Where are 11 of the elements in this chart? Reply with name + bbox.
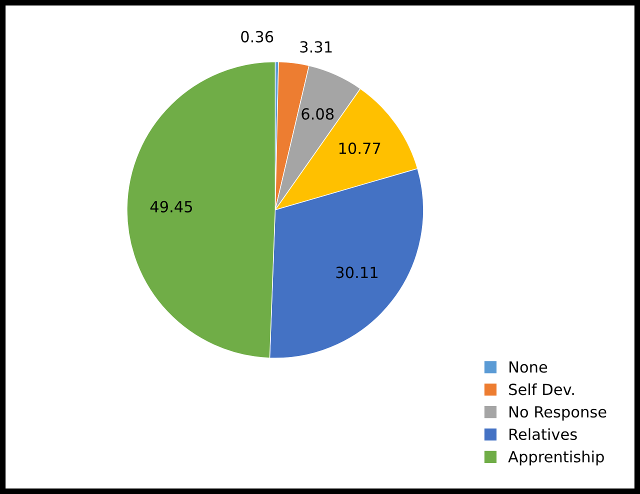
data-label: 0.36 bbox=[241, 30, 274, 42]
data-label: 6.08 bbox=[302, 108, 334, 120]
legend-label: Apprentiship bbox=[508, 450, 604, 466]
legend-label: Relatives bbox=[510, 428, 577, 440]
legend-label: No Response bbox=[510, 406, 606, 421]
legend-label: None bbox=[510, 361, 548, 373]
data-label: 3.31 bbox=[300, 41, 332, 53]
data-label: 10.77 bbox=[339, 142, 380, 154]
legend-label: Self Dev. bbox=[509, 383, 574, 396]
data-label: 30.11 bbox=[336, 266, 378, 278]
data-label: 49.45 bbox=[150, 200, 192, 212]
